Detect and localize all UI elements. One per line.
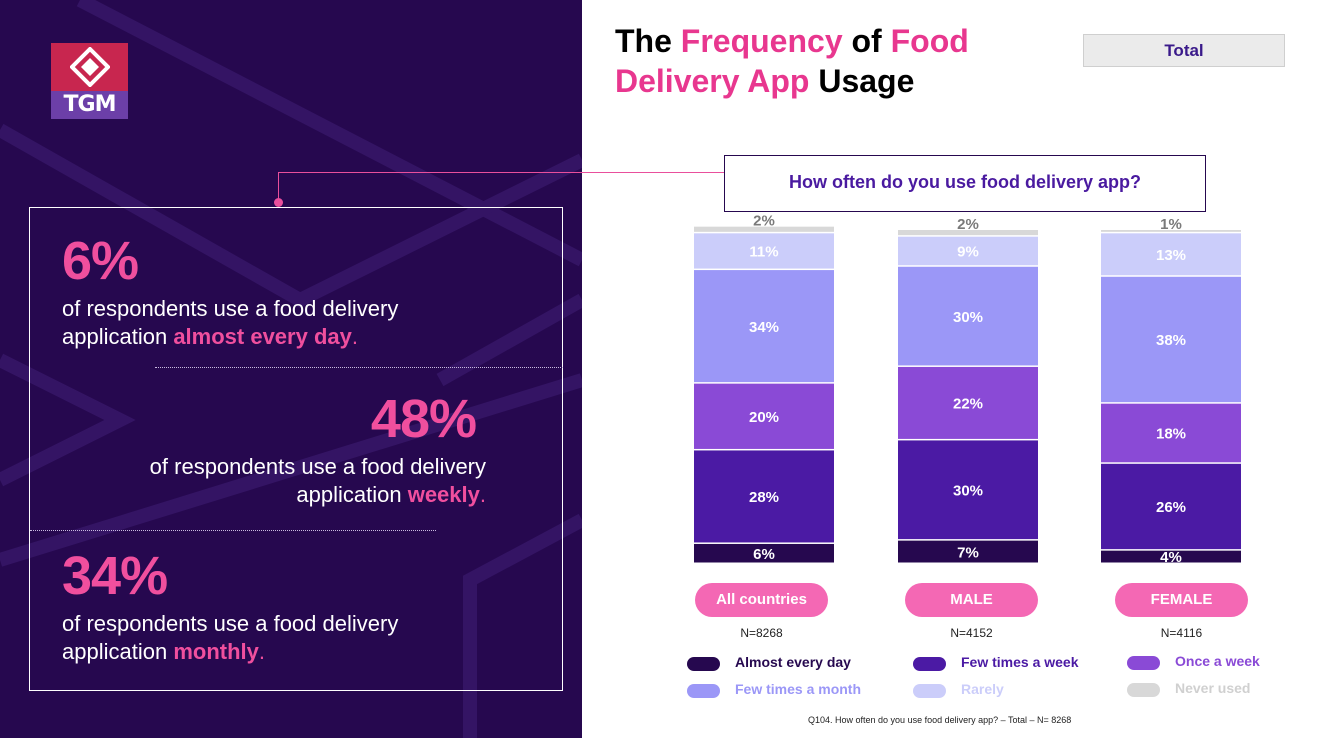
page-title: The Frequency of Food Delivery App Usage xyxy=(615,21,969,101)
stat-percent-weekly: 48% xyxy=(370,389,477,449)
bar-segment-once-a-week xyxy=(694,383,834,449)
data-label: 13% xyxy=(1156,247,1186,264)
category-pill-male: MALE xyxy=(905,583,1038,617)
data-label: 26% xyxy=(1156,499,1186,516)
bar-segment-once-a-week xyxy=(1101,403,1241,463)
legend-label: Few times a month xyxy=(735,681,862,697)
bar-segment-few-times-a-week xyxy=(898,440,1038,540)
data-label: 4% xyxy=(1160,549,1182,566)
bar-segment-never-used xyxy=(694,226,834,232)
stat-text-daily: of respondents use a food delivery appli… xyxy=(62,295,542,351)
stat-text: application xyxy=(62,324,174,349)
bar-segment-never-used xyxy=(1101,230,1241,232)
sample-size-label: N=8268 xyxy=(740,626,783,640)
data-label: 22% xyxy=(953,396,983,413)
legend-swatch xyxy=(687,684,720,698)
connector-dot xyxy=(274,198,283,207)
legend-swatch xyxy=(1127,683,1160,697)
stat-end: . xyxy=(479,482,486,507)
stat-highlight: almost every day xyxy=(173,324,352,349)
stat-highlight: monthly xyxy=(173,639,259,664)
category-pill-female: FEMALE xyxy=(1115,583,1248,617)
data-label: 30% xyxy=(953,309,983,326)
stat-percent-daily: 6% xyxy=(62,231,139,291)
logo-emblem xyxy=(51,43,128,91)
stat-text-weekly: of respondents use a food delivery appli… xyxy=(46,453,486,509)
bar-segment-almost-every-day xyxy=(694,543,834,563)
bar-segment-never-used xyxy=(898,230,1038,236)
legend-label: Almost every day xyxy=(735,654,851,670)
bar-segment-rarely xyxy=(1101,233,1241,276)
stat-text-monthly: of respondents use a food delivery appli… xyxy=(62,610,542,666)
data-label: 11% xyxy=(749,244,778,261)
stat-line: of respondents use a food delivery xyxy=(149,454,486,479)
legend-label: Rarely xyxy=(961,681,1004,697)
stat-line: application monthly. xyxy=(62,638,542,666)
stat-line: of respondents use a food delivery xyxy=(62,296,399,321)
summary-panel: TGM 6% of respondents use a food deliver… xyxy=(0,0,582,738)
footnote: Q104. How often do you use food delivery… xyxy=(808,715,1072,725)
bar-segment-few-times-a-month xyxy=(898,266,1038,366)
data-label: 6% xyxy=(753,546,775,563)
logo-text: TGM xyxy=(51,91,128,119)
tgm-logo: TGM xyxy=(51,43,128,119)
stat-line: application weekly. xyxy=(46,481,486,509)
legend-swatch xyxy=(913,684,946,698)
divider xyxy=(155,367,563,368)
data-label: 34% xyxy=(749,319,779,336)
bar-segment-few-times-a-week xyxy=(1101,463,1241,550)
bar-segment-rarely xyxy=(694,233,834,269)
data-label: 30% xyxy=(953,483,983,500)
stat-highlight: weekly xyxy=(407,482,480,507)
bar-segment-almost-every-day xyxy=(1101,550,1241,563)
bar-segment-few-times-a-month xyxy=(694,270,834,383)
category-pill-all-countries: All countries xyxy=(695,583,828,617)
legend-swatch xyxy=(913,657,946,671)
stat-end: . xyxy=(351,324,358,349)
title-text: of xyxy=(842,23,891,59)
data-label: 28% xyxy=(749,489,779,506)
stat-text: application xyxy=(296,482,408,507)
bar-segment-few-times-a-month xyxy=(1101,276,1241,403)
diamond-icon xyxy=(70,47,110,87)
stat-text: application xyxy=(62,639,174,664)
title-highlight: Frequency xyxy=(680,23,843,59)
bar-segment-rarely xyxy=(898,236,1038,266)
data-label: 2% xyxy=(753,213,775,230)
data-label: 9% xyxy=(957,244,979,261)
title-highlight: Delivery App xyxy=(615,63,810,99)
stat-end: . xyxy=(258,639,265,664)
bar-segment-once-a-week xyxy=(898,366,1038,439)
data-label: 20% xyxy=(749,409,779,426)
connector-line xyxy=(278,172,724,173)
data-label: 1% xyxy=(1160,216,1182,233)
stat-line: of respondents use a food delivery xyxy=(62,611,399,636)
sample-size-label: N=4116 xyxy=(1160,626,1203,640)
legend-swatch xyxy=(687,657,720,671)
title-text: Usage xyxy=(809,63,915,99)
data-label: 38% xyxy=(1156,332,1186,349)
bar-segment-few-times-a-week xyxy=(694,450,834,543)
legend-swatch xyxy=(1127,656,1160,670)
stat-percent-monthly: 34% xyxy=(62,546,168,606)
title-highlight: Food xyxy=(890,23,969,59)
total-filter-button[interactable]: Total xyxy=(1083,34,1285,67)
stat-line: application almost every day. xyxy=(62,323,542,351)
legend-label: Few times a week xyxy=(961,654,1079,670)
stats-box: 6% of respondents use a food delivery ap… xyxy=(29,207,563,691)
title-text: The xyxy=(615,23,681,59)
divider xyxy=(30,530,436,531)
question-box: How often do you use food delivery app? xyxy=(724,155,1206,212)
data-label: 2% xyxy=(957,216,979,233)
legend-label: Never used xyxy=(1175,680,1251,696)
legend-label: Once a week xyxy=(1175,653,1260,669)
bar-segment-almost-every-day xyxy=(898,540,1038,563)
sample-size-label: N=4152 xyxy=(950,626,993,640)
connector-line xyxy=(278,172,279,202)
data-label: 18% xyxy=(1156,426,1186,443)
data-label: 7% xyxy=(957,544,979,561)
